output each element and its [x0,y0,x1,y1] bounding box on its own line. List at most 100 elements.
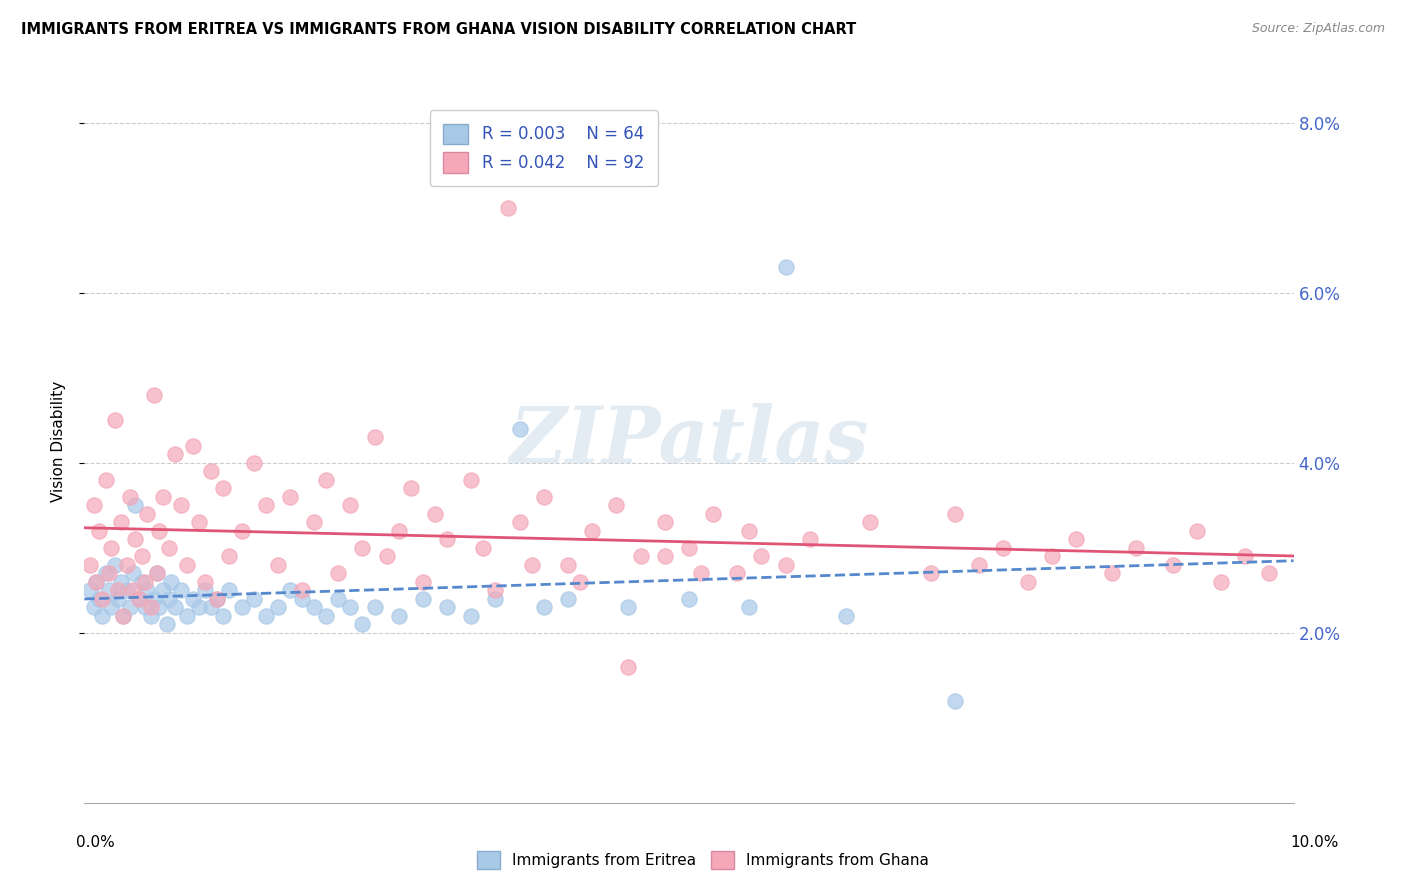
Point [124,533,146,547]
Point [188,516,211,530]
Point [690,566,713,581]
Point [388,524,411,538]
Point [436,600,458,615]
Point [472,541,495,555]
Point [121,566,143,581]
Point [194,583,217,598]
Point [218,583,240,598]
Point [104,413,127,427]
Point [630,549,652,564]
Point [315,608,337,623]
Point [87,524,110,538]
Point [188,600,211,615]
Point [212,608,235,623]
Point [152,583,174,598]
Point [115,583,138,598]
Point [120,600,142,615]
Point [967,558,990,572]
Point [751,549,773,564]
Point [533,600,555,615]
Point [146,566,169,581]
Point [139,608,162,623]
Point [654,516,676,530]
Point [170,583,193,598]
Point [131,549,153,564]
Point [79,583,101,598]
Point [569,574,592,589]
Point [94,473,117,487]
Point [176,558,198,572]
Point [86,574,108,589]
Point [1040,549,1063,564]
Point [1101,566,1123,581]
Point [128,591,150,606]
Point [484,583,506,598]
Point [496,201,519,215]
Point [267,558,290,572]
Point [207,591,229,606]
Point [242,456,264,470]
Point [143,388,166,402]
Point [254,498,277,512]
Point [484,591,506,606]
Text: 0.0%: 0.0% [76,836,115,850]
Text: 10.0%: 10.0% [1291,836,1339,850]
Point [120,490,142,504]
Point [155,617,177,632]
Point [678,541,700,555]
Y-axis label: Vision Disability: Vision Disability [51,381,66,502]
Point [460,608,482,623]
Point [97,583,120,598]
Point [112,608,135,623]
Point [194,574,217,589]
Point [181,439,204,453]
Point [460,473,482,487]
Point [1185,524,1208,538]
Point [100,541,122,555]
Legend: R = 0.003    N = 64, R = 0.042    N = 92: R = 0.003 N = 64, R = 0.042 N = 92 [430,111,658,186]
Point [412,574,434,589]
Point [110,574,132,589]
Text: IMMIGRANTS FROM ERITREA VS IMMIGRANTS FROM GHANA VISION DISABILITY CORRELATION C: IMMIGRANTS FROM ERITREA VS IMMIGRANTS FR… [21,22,856,37]
Point [1064,533,1087,547]
Point [136,507,159,521]
Point [775,260,797,275]
Point [557,591,579,606]
Point [339,600,361,615]
Point [302,600,325,615]
Point [352,617,374,632]
Point [152,490,174,504]
Point [654,549,676,564]
Point [94,566,117,581]
Point [920,566,942,581]
Point [148,600,170,615]
Point [533,490,555,504]
Point [79,558,101,572]
Point [231,524,253,538]
Point [212,481,235,495]
Point [170,498,193,512]
Point [242,591,264,606]
Point [87,591,110,606]
Point [278,583,301,598]
Point [943,694,966,708]
Point [139,600,162,615]
Point [557,558,579,572]
Point [181,591,204,606]
Point [131,574,153,589]
Point [799,533,821,547]
Point [107,583,129,598]
Point [104,558,127,572]
Point [86,574,108,589]
Point [134,574,156,589]
Point [399,481,422,495]
Point [165,447,187,461]
Point [148,524,170,538]
Text: ZIPatlas: ZIPatlas [509,403,869,480]
Point [91,608,114,623]
Point [363,600,385,615]
Point [254,608,277,623]
Point [267,600,290,615]
Point [83,600,105,615]
Point [1017,574,1039,589]
